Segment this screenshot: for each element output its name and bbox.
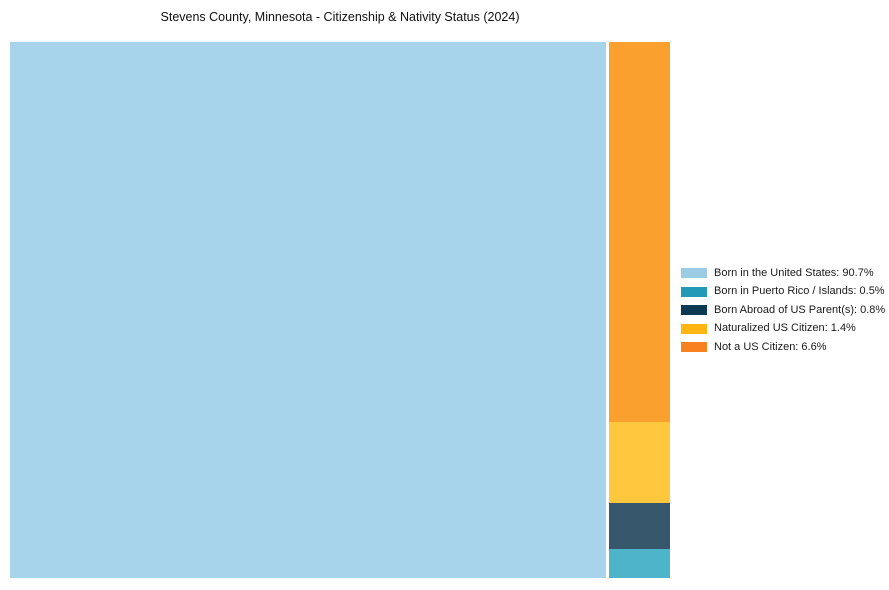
treemap-block-born-in-the-united-states — [10, 42, 606, 578]
legend-label: Born Abroad of US Parent(s): 0.8% — [714, 303, 886, 316]
legend-swatch-icon — [681, 342, 707, 353]
legend-swatch-icon — [681, 268, 707, 279]
chart-title: Stevens County, Minnesota - Citizenship … — [160, 10, 520, 24]
legend-swatch-icon — [681, 323, 707, 334]
treemap-block-born-in-puerto-rico-islands — [609, 549, 670, 578]
legend-label: Born in the United States: 90.7% — [714, 266, 874, 279]
treemap-block-born-abroad-of-us-parent-s — [609, 503, 670, 550]
treemap-block-not-a-us-citizen — [609, 42, 670, 423]
legend-label: Born in Puerto Rico / Islands: 0.5% — [714, 285, 885, 298]
legend-swatch-icon — [681, 305, 707, 316]
legend-label: Naturalized US Citizen: 1.4% — [714, 322, 856, 335]
legend-item-born-in-the-united-states: Born in the United States: 90.7% — [681, 264, 885, 283]
legend: Born in the United States: 90.7% Born in … — [681, 264, 885, 357]
legend-item-naturalized-us-citizen: Naturalized US Citizen: 1.4% — [681, 320, 885, 339]
legend-swatch-icon — [681, 286, 707, 297]
treemap-block-naturalized-us-citizen — [609, 422, 670, 504]
treemap-plot — [10, 42, 670, 578]
legend-item-not-a-us-citizen: Not a US Citizen: 6.6% — [681, 338, 885, 357]
legend-item-born-in-puerto-rico-islands: Born in Puerto Rico / Islands: 0.5% — [681, 283, 885, 302]
legend-item-born-abroad-of-us-parent-s: Born Abroad of US Parent(s): 0.8% — [681, 301, 885, 320]
legend-label: Not a US Citizen: 6.6% — [714, 340, 827, 353]
